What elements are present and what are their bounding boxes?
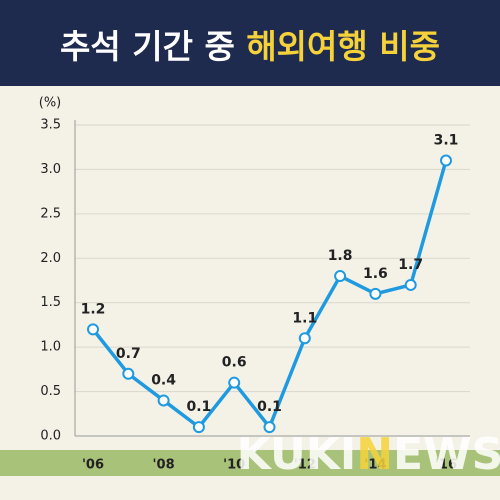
value-label: 0.1 xyxy=(186,399,211,415)
watermark: KUKINEWS xyxy=(237,429,500,480)
y-tick-label: 0.5 xyxy=(40,384,61,399)
x-tick-label: '10 xyxy=(223,458,245,473)
value-label: 0.4 xyxy=(151,372,176,388)
marker xyxy=(440,154,452,167)
value-label: 0.1 xyxy=(257,399,282,415)
chart-title: 추석 기간 중 해외여행 비중 xyxy=(60,27,440,66)
y-tick-label: 3.5 xyxy=(40,118,61,133)
y-tick-label: 1.0 xyxy=(40,340,61,355)
value-label: 1.2 xyxy=(81,301,106,317)
value-label: 1.7 xyxy=(398,257,423,273)
title-highlight: 해외여행 비중 xyxy=(246,27,440,66)
marker xyxy=(263,421,276,434)
value-label: 1.6 xyxy=(363,266,388,282)
x-tick-label: '08 xyxy=(153,458,175,473)
y-tick-label: 2.5 xyxy=(40,206,61,221)
value-label: 1.1 xyxy=(292,310,317,326)
y-tick-label: 0.0 xyxy=(40,429,61,444)
watermark-part: N xyxy=(356,429,393,480)
marker xyxy=(157,394,170,407)
y-tick-label: 2.0 xyxy=(40,251,61,266)
x-tick-label: '14 xyxy=(364,458,386,473)
marker xyxy=(192,421,205,434)
marker xyxy=(298,332,311,345)
marker xyxy=(228,376,241,389)
marker xyxy=(122,367,135,380)
value-label: 3.1 xyxy=(434,133,459,149)
plot: 0.0 0.5 1.0 1.5 2.0 2.5 3.0 3.5 '06 '08 '10 '12 '14 '… xyxy=(40,118,470,473)
x-tick-label: '06 xyxy=(82,458,104,473)
x-tick-label: '12 xyxy=(294,458,316,473)
footer-band xyxy=(0,450,500,476)
y-axis-label: (%) xyxy=(39,96,62,111)
value-label: 0.6 xyxy=(222,355,247,371)
value-label: 1.8 xyxy=(328,248,353,264)
title-part: 추석 기간 중 xyxy=(60,27,235,66)
marker xyxy=(87,323,99,336)
x-tick-label: '16 xyxy=(435,458,457,473)
watermark-part: EWS xyxy=(393,429,500,480)
watermark-part: KUKI xyxy=(237,429,357,480)
value-label: 0.7 xyxy=(116,346,141,362)
marker xyxy=(404,278,417,291)
marker xyxy=(369,287,382,300)
header xyxy=(0,0,500,86)
y-tick-label: 1.5 xyxy=(40,295,61,310)
marker xyxy=(334,270,347,283)
y-tick-label: 3.0 xyxy=(40,162,61,177)
